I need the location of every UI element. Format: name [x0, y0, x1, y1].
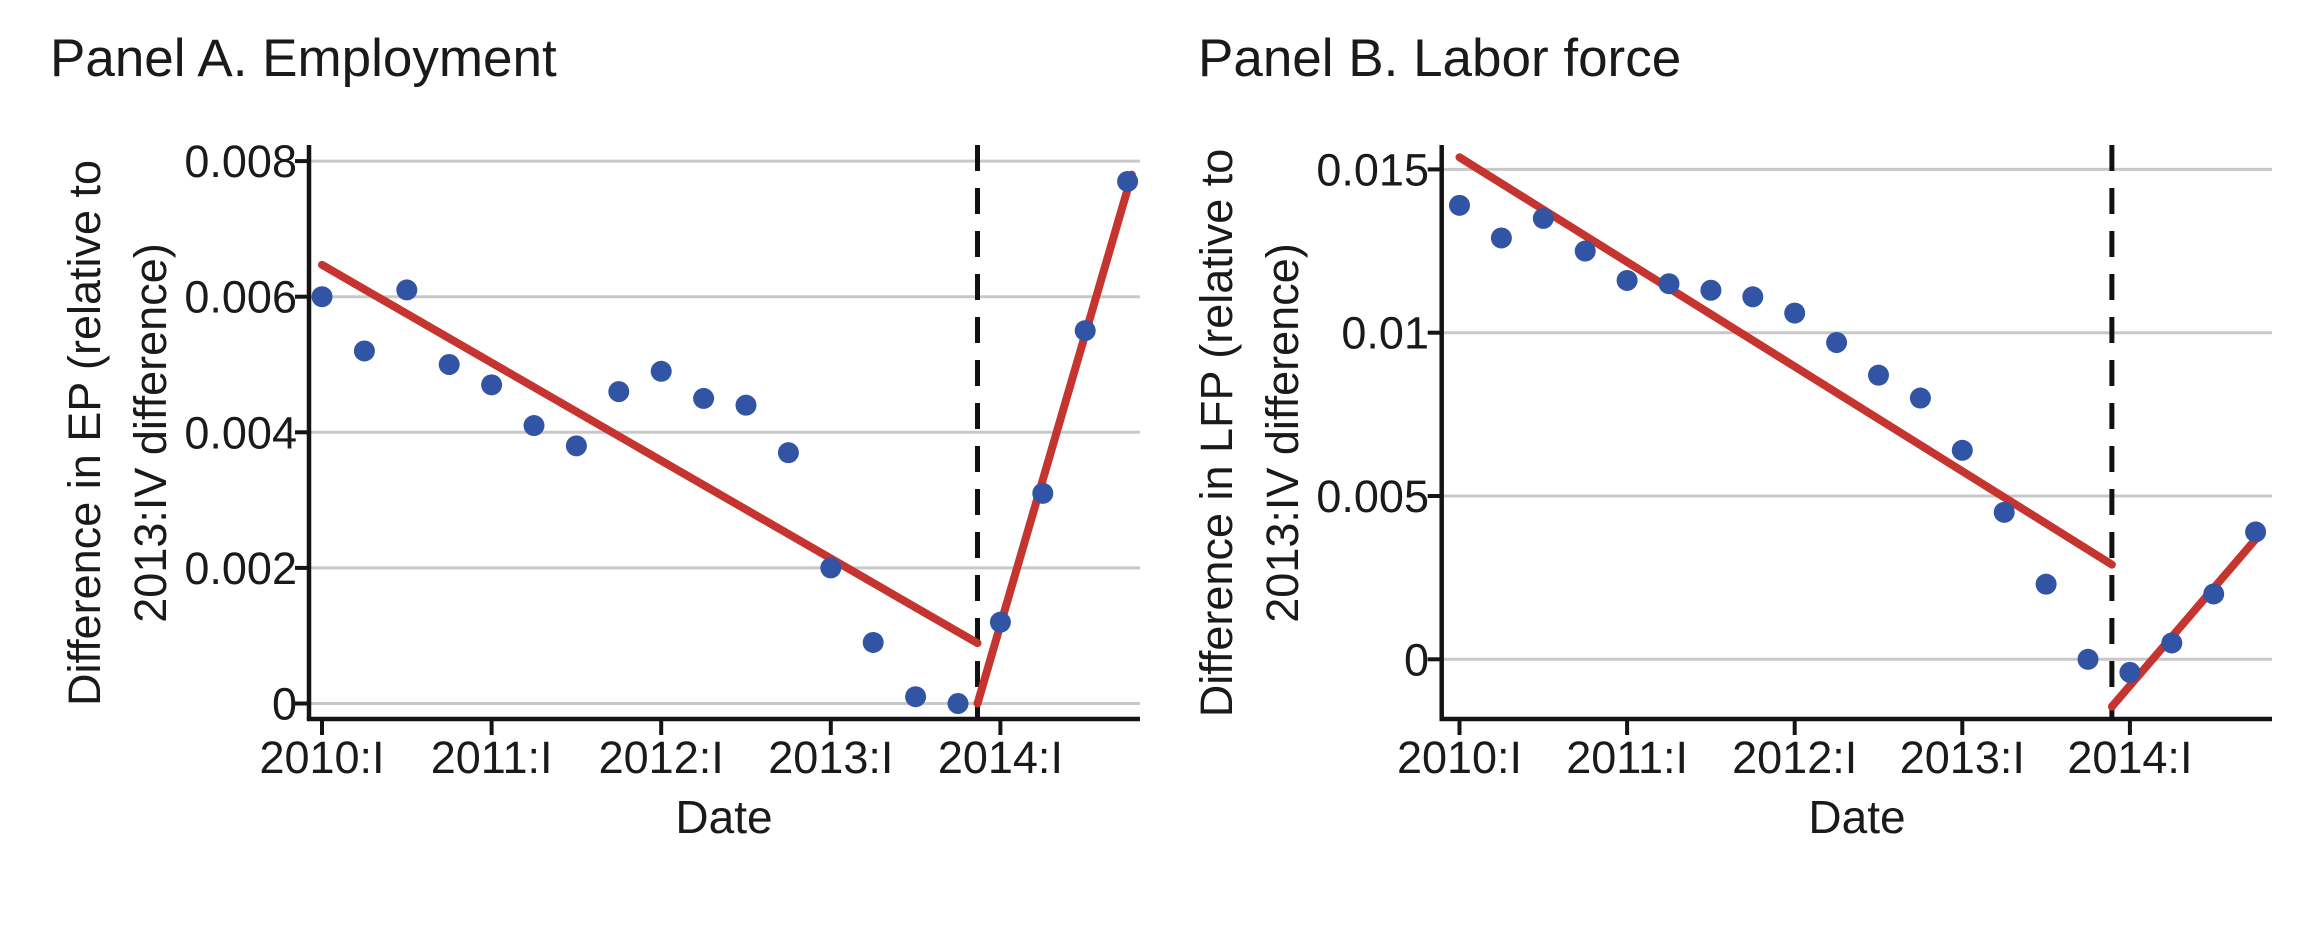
data-point — [1032, 482, 1054, 504]
y-tick-label: 0 — [272, 679, 297, 730]
data-point — [1449, 194, 1470, 216]
data-point — [735, 394, 757, 416]
x-axis-label: Date — [1808, 791, 1905, 843]
data-point — [862, 631, 884, 653]
data-point — [2203, 583, 2225, 605]
data-point — [777, 442, 799, 464]
x-tick-label: 2013:I — [768, 732, 893, 783]
y-axis-label-line1: Difference in LFP (relative to — [1191, 149, 1242, 718]
data-point — [820, 557, 842, 579]
x-tick-label: 2012:I — [1732, 732, 1857, 783]
data-point — [1993, 501, 2015, 523]
data-point — [1490, 227, 1512, 249]
x-tick-label: 2010:I — [1397, 732, 1522, 783]
x-axis-label: Date — [675, 791, 772, 843]
data-point — [1909, 387, 1931, 409]
data-point — [396, 279, 418, 301]
data-point — [523, 415, 545, 437]
data-point — [438, 354, 460, 375]
data-point — [693, 387, 715, 409]
x-tick-label: 2011:I — [431, 732, 553, 783]
data-point — [989, 611, 1011, 633]
data-point — [2245, 521, 2267, 543]
x-tick-label: 2011:I — [1566, 732, 1688, 783]
data-point — [1532, 207, 1554, 229]
data-point — [1951, 439, 1973, 461]
data-point — [565, 435, 587, 457]
fit-line-segment — [318, 260, 982, 648]
fit-line-segment — [1455, 153, 2116, 569]
panel-title: Panel A. Employment — [50, 29, 557, 88]
data-point — [608, 381, 630, 403]
x-tick-label: 2013:I — [1900, 732, 2025, 783]
x-tick-label: 2014:I — [938, 732, 1063, 783]
y-axis-label-line2: 2013:IV difference) — [125, 243, 176, 622]
y-tick-label: 0.015 — [1316, 144, 1429, 195]
y-tick-label: 0.006 — [184, 272, 297, 323]
y-tick-label: 0.008 — [184, 136, 297, 187]
data-point — [1074, 320, 1096, 342]
data-point — [905, 686, 927, 708]
data-point — [2035, 573, 2057, 595]
x-tick-label: 2014:I — [2067, 732, 2192, 783]
data-point — [2077, 648, 2099, 670]
data-point — [650, 360, 672, 382]
x-tick-label: 2010:I — [259, 732, 384, 783]
data-point — [481, 374, 503, 396]
data-point — [1574, 240, 1596, 262]
data-point — [311, 286, 333, 308]
panel-title: Panel B. Labor force — [1198, 29, 1681, 88]
data-point — [1117, 170, 1139, 192]
data-point — [353, 340, 375, 362]
y-tick-label: 0.004 — [184, 407, 297, 458]
data-point — [1826, 331, 1848, 353]
data-point — [1616, 269, 1638, 291]
data-point — [947, 693, 969, 714]
y-tick-label: 0 — [1404, 634, 1429, 685]
data-point — [2161, 632, 2183, 654]
data-point — [2119, 661, 2141, 683]
y-tick-label: 0.01 — [1341, 308, 1429, 359]
data-point — [1658, 273, 1680, 295]
data-point — [1742, 286, 1764, 308]
data-point — [1700, 279, 1722, 301]
data-point — [1784, 302, 1806, 324]
y-axis-label-line2: 2013:IV difference) — [1257, 243, 1308, 622]
x-tick-label: 2012:I — [599, 732, 724, 783]
y-tick-label: 0.002 — [184, 543, 297, 594]
y-axis-label-line1: Difference in EP (relative to — [59, 160, 110, 706]
data-point — [1868, 364, 1889, 386]
y-tick-label: 0.005 — [1316, 471, 1429, 522]
